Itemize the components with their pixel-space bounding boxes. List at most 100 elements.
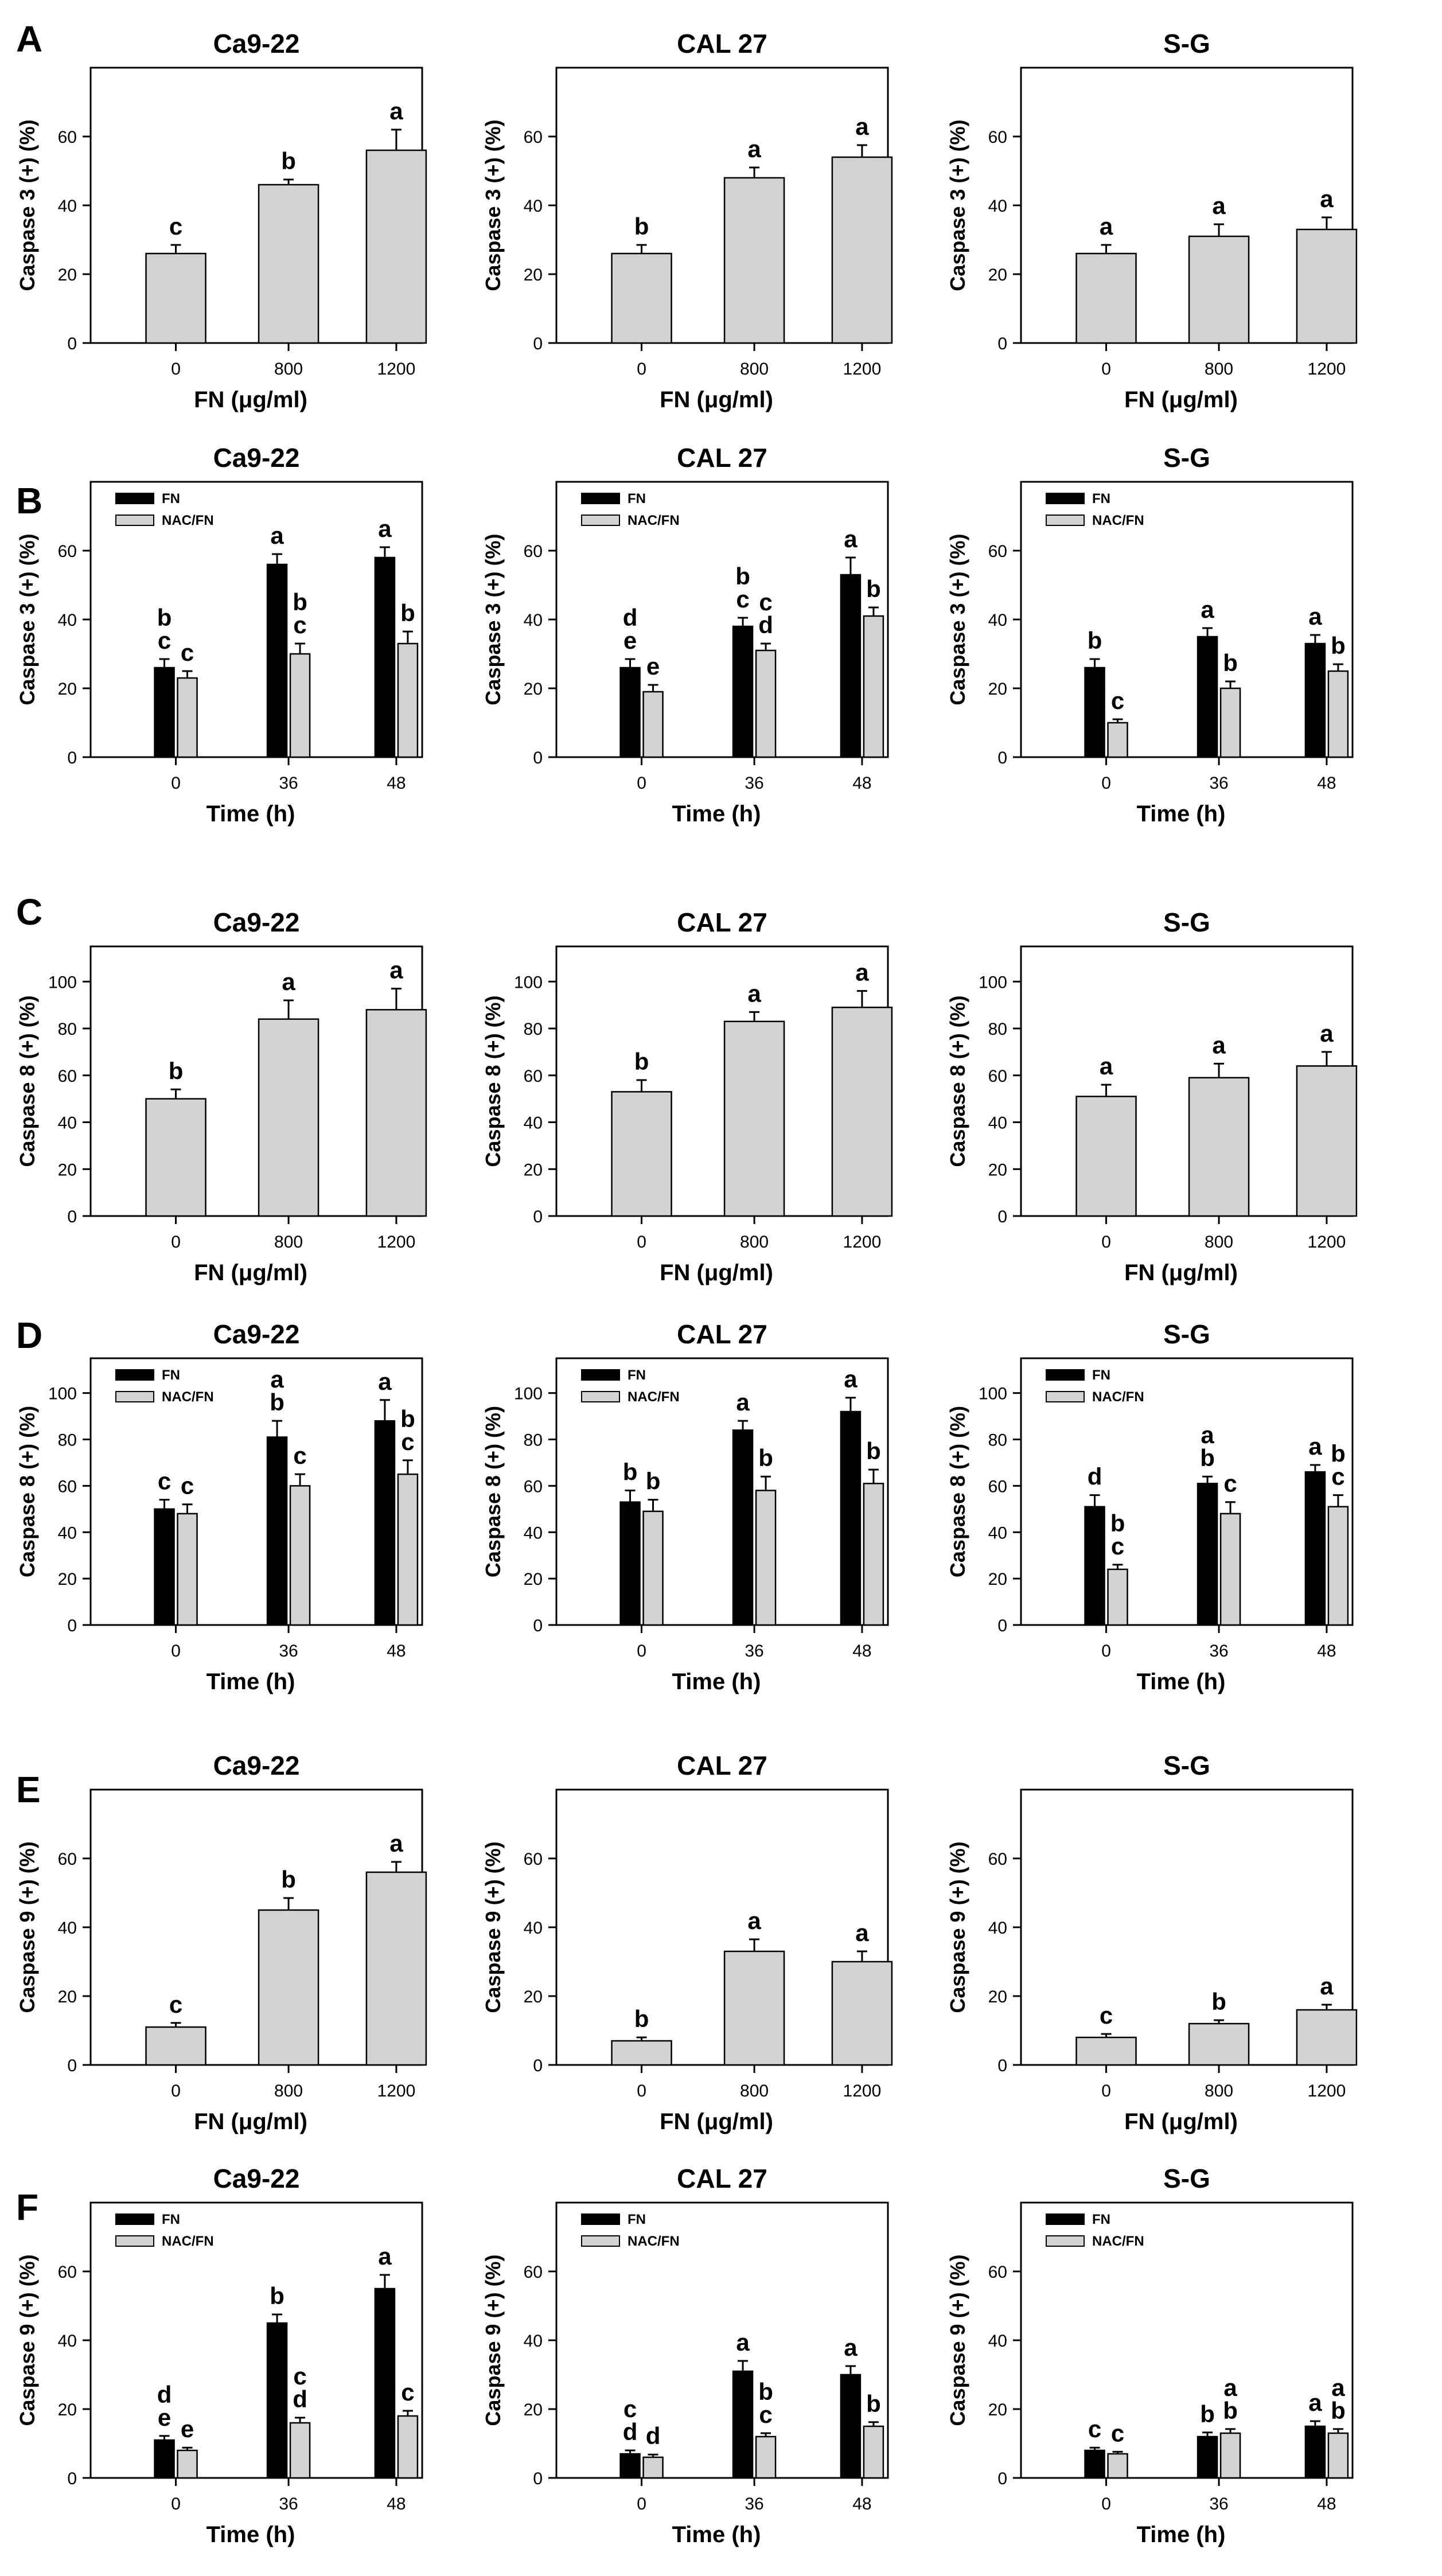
significance-letter: d (1088, 1463, 1102, 1490)
significance-letter: a (389, 1830, 403, 1857)
bar-nac-fn (642, 2456, 664, 2479)
significance-letter: a (389, 957, 403, 984)
bar-nac-fn (1107, 722, 1128, 758)
chart-a-cal27: CAL 27 0 20 40 60 Caspase 3 (+) (%) FN (μg/ml)… (481, 29, 893, 412)
bar-fn (1075, 252, 1137, 344)
significance-letter: b (758, 1444, 773, 1471)
significance-letter: c (1223, 1470, 1237, 1497)
y-tick-label: 40 (988, 2332, 1007, 2351)
significance-letter: a (747, 980, 761, 1007)
significance-letter: b (634, 213, 649, 240)
chart-d-s-g: S-G 0 20 40 60 80 100 Caspase 8 (+) (%) Time (h)… (946, 1319, 1354, 1694)
charts: Ca9-22 0 20 40 60 Caspase 3 (+) (%) FN (μg/ml)… (15, 29, 1358, 2547)
x-tick-label: 36 (1209, 1642, 1228, 1661)
x-tick-label: 1200 (1308, 1233, 1346, 1252)
bar-nac-fn (289, 653, 311, 758)
bar-fn (619, 1501, 641, 1626)
y-tick-label: 0 (67, 1207, 77, 1226)
significance-letter: a (1308, 1433, 1322, 1460)
x-tick-label: 1200 (377, 360, 416, 379)
y-tick-label: 40 (988, 1114, 1007, 1133)
significance-letter: a (1308, 603, 1322, 630)
significance-letter: a (747, 1907, 761, 1934)
significance-letter: b (866, 2390, 881, 2417)
legend-label-fn: FN (1092, 491, 1110, 506)
significance-letter: c (401, 2379, 414, 2406)
bar-fn (611, 252, 672, 344)
significance-letter: a (270, 522, 284, 549)
legend-swatch-fn (115, 1369, 154, 1381)
significance-letter: b (735, 563, 750, 590)
legend-label-nac-fn: NAC/FN (1092, 513, 1144, 528)
y-tick-label: 0 (533, 334, 543, 353)
x-tick-label: 0 (1101, 360, 1111, 379)
bar-fn (1084, 667, 1105, 758)
y-axis-label: Caspase 8 (+) (%) (15, 995, 39, 1167)
y-axis-label: Caspase 3 (+) (%) (946, 119, 969, 291)
x-tick-label: 0 (637, 1233, 646, 1252)
significance-letter: a (844, 2334, 858, 2361)
significance-letter: d (623, 604, 638, 631)
x-tick-label: 48 (1317, 1642, 1336, 1661)
y-tick-label: 0 (67, 334, 77, 353)
legend-swatch-nac-fn (1046, 515, 1085, 526)
y-tick-label: 40 (988, 197, 1007, 216)
panel-label-b: B (16, 480, 42, 521)
bar-fn (154, 1508, 175, 1626)
legend-label-nac-fn: NAC/FN (628, 2234, 680, 2249)
bar-fn (258, 1018, 319, 1217)
significance-letter: c (1111, 1533, 1124, 1560)
y-tick-label: 0 (997, 1207, 1007, 1226)
y-tick-label: 40 (524, 2332, 543, 2351)
bar-fn (1197, 1483, 1218, 1626)
y-axis-label: Caspase 8 (+) (%) (946, 1406, 969, 1577)
significance-letter: d (758, 611, 773, 638)
y-axis-label: Caspase 3 (+) (%) (481, 533, 505, 705)
chart-title: CAL 27 (677, 907, 767, 937)
chart-c-s-g: S-G 0 20 40 60 80 100 Caspase 8 (+) (%) FN (μg/m… (946, 907, 1358, 1285)
legend-swatch-fn (115, 2213, 154, 2225)
bar-fn (145, 2026, 206, 2066)
bar-fn (840, 1410, 862, 1626)
y-tick-label: 20 (58, 2400, 77, 2419)
bar-fn (732, 1429, 754, 1626)
significance-letter: b (634, 1048, 649, 1075)
y-tick-label: 20 (988, 1987, 1007, 2006)
x-axis-label: Time (h) (1137, 1669, 1226, 1694)
bar-fn (840, 574, 862, 758)
bar-nac-fn (863, 1483, 884, 1626)
x-tick-label: 36 (1209, 774, 1228, 793)
significance-letter: a (1223, 2374, 1237, 2401)
significance-letter: b (1200, 1444, 1215, 1471)
y-tick-label: 80 (988, 1020, 1007, 1039)
x-tick-label: 36 (745, 2495, 763, 2513)
bar-fn (619, 667, 641, 758)
chart-title: Ca9-22 (213, 1751, 300, 1780)
bar-nac-fn (177, 1513, 198, 1626)
bar-fn (840, 2374, 862, 2479)
bar-fn (1075, 2036, 1137, 2066)
significance-letter: a (736, 1389, 750, 1416)
chart-c-ca9-22: Ca9-22 0 20 40 60 80 100 Caspase 8 (+) (%) FN (μ… (15, 907, 427, 1285)
y-tick-label: 60 (524, 542, 543, 561)
bar-fn (1304, 642, 1326, 758)
bar-fn (154, 667, 175, 758)
y-tick-label: 0 (997, 334, 1007, 353)
x-tick-label: 1200 (377, 2082, 416, 2100)
bar-nac-fn (1327, 1506, 1349, 1626)
x-tick-label: 48 (852, 1642, 871, 1661)
y-tick-label: 20 (58, 1160, 77, 1179)
y-tick-label: 0 (997, 2469, 1007, 2488)
bar-fn (831, 156, 893, 344)
significance-letter: c (623, 2395, 637, 2422)
y-tick-label: 40 (988, 1523, 1007, 1542)
chart-b-s-g: S-G 0 20 40 60 Caspase 3 (+) (%) Time (h) 0 36 48… (946, 443, 1354, 827)
significance-letter: b (400, 1405, 415, 1432)
significance-letter: d (646, 2422, 661, 2449)
y-tick-label: 60 (988, 1477, 1007, 1496)
significance-letter: a (1212, 192, 1226, 219)
significance-letter: a (844, 525, 858, 552)
x-axis-label: FN (μg/ml) (1124, 2109, 1238, 2134)
legend-label-fn: FN (162, 491, 180, 506)
y-axis-label: Caspase 9 (+) (%) (946, 1841, 969, 2013)
